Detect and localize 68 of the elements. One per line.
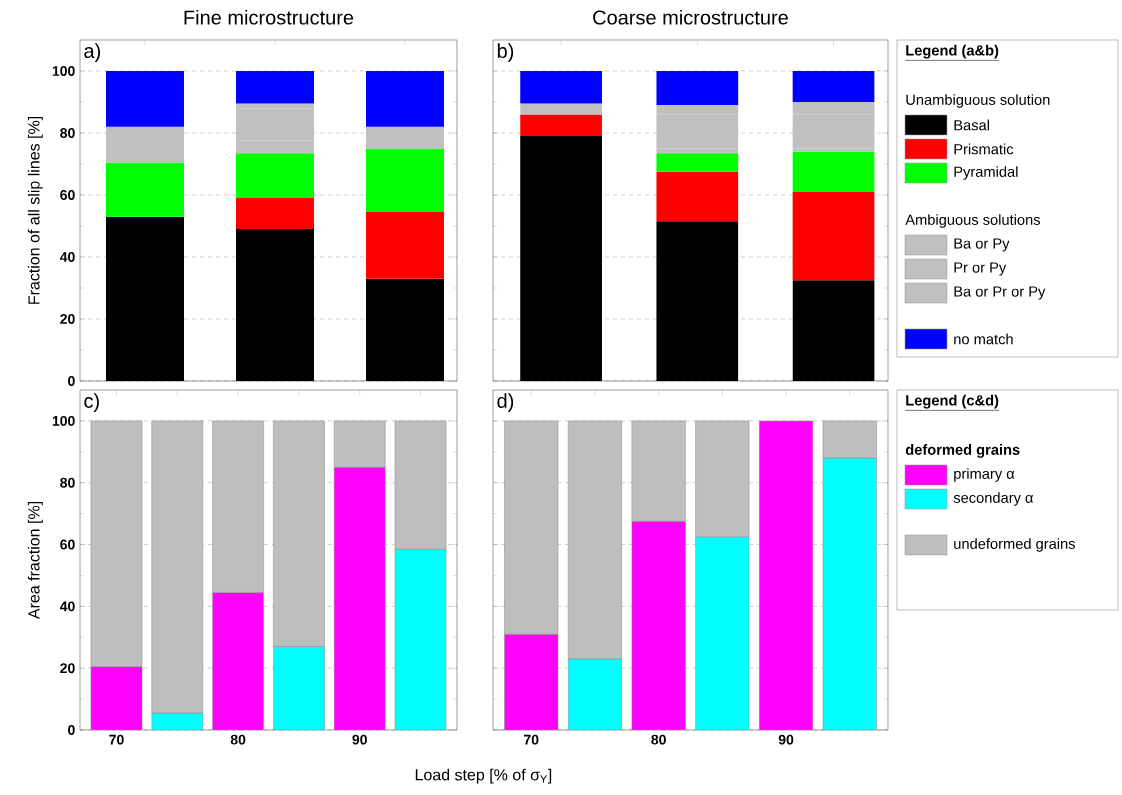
x-axis-title: Load step [% of σ$_{Y}$]: [415, 768, 552, 784]
bar: [366, 70, 444, 127]
y-tick-label: 40: [59, 252, 75, 262]
y-tick-label: 80: [60, 477, 75, 488]
y-tick-label: 60: [60, 190, 75, 200]
annotation: d): [497, 393, 514, 412]
legend-label: Pyramidal: [954, 166, 1018, 180]
x-tick-label: 70: [109, 734, 124, 745]
legend-label: Prismatic: [954, 143, 1014, 155]
bar: [520, 114, 602, 137]
legend-label: Ba or Pr or Py: [954, 286, 1046, 300]
legend-label: no match: [954, 333, 1013, 345]
legend-label: Basal: [954, 119, 989, 131]
bar: [106, 162, 184, 217]
y-axis-title: Fraction of all slip lines [%]: [27, 116, 43, 304]
y-tick-label: 80: [60, 128, 75, 138]
bar: [520, 103, 602, 115]
y-axis-title: Area fraction [%]: [27, 502, 43, 620]
bar: [656, 153, 739, 172]
legend-label: undeformed grains: [954, 538, 1075, 552]
text: Unambiguous solution: [906, 94, 1050, 108]
x-tick-label: 80: [651, 734, 666, 745]
bar: [792, 70, 875, 102]
y-tick-label: 20: [60, 663, 75, 674]
bar: [106, 70, 184, 127]
legend-label: Ba or Py: [954, 238, 1010, 252]
bar: [366, 212, 444, 279]
y-tick-label: 100: [52, 66, 75, 76]
legend-title: Legend (c&d): [906, 394, 999, 409]
y-tick-label: 20: [60, 314, 75, 324]
text: Ambiguous solutions: [905, 214, 1041, 228]
chart-title: Coarse microstructure: [593, 9, 788, 25]
annotation: c): [84, 393, 99, 412]
bar: [759, 420, 814, 730]
legend-label: primary α: [954, 468, 1015, 482]
bar: [656, 171, 739, 222]
annotation: a): [84, 43, 101, 62]
bar: [236, 70, 314, 104]
bar: [236, 229, 314, 381]
bar: [656, 70, 739, 106]
bar: [366, 278, 444, 381]
bar: [792, 280, 875, 381]
legend-title: Legend (a&b): [906, 44, 999, 59]
y-tick-label: 60: [60, 539, 75, 550]
text: deformed grains: [905, 444, 1020, 458]
bar: [792, 151, 875, 192]
y-tick-label: 0: [68, 376, 75, 386]
bar: [106, 216, 184, 381]
y-tick-label: 40: [59, 601, 75, 612]
bar: [236, 153, 314, 199]
chart-title: Fine microstructure: [184, 9, 354, 25]
bar: [106, 126, 184, 163]
bar: [366, 148, 444, 213]
bar: [520, 136, 602, 381]
bar: [236, 198, 314, 230]
x-tick-label: 90: [352, 734, 367, 745]
bar: [792, 191, 875, 281]
annotation: b): [497, 43, 514, 62]
bar: [520, 70, 602, 104]
legend-label: Pr or Py: [954, 262, 1007, 276]
x-tick-label: 70: [524, 734, 539, 745]
legend-label: secondary α: [953, 492, 1034, 506]
x-tick-label: 80: [230, 734, 246, 745]
bar: [366, 126, 444, 149]
y-tick-label: 100: [52, 415, 75, 426]
bar: [656, 221, 739, 381]
x-tick-label: 90: [778, 734, 794, 745]
y-tick-label: 0: [68, 725, 75, 735]
